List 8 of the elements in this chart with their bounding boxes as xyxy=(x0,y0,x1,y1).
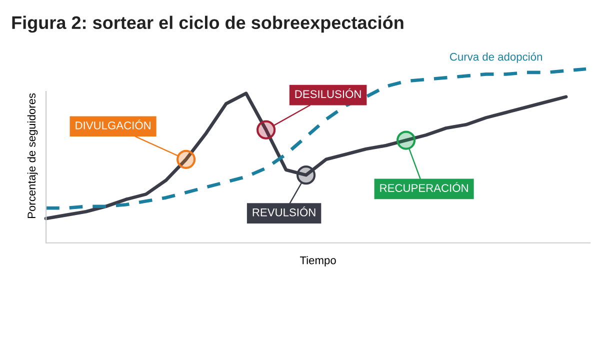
x-axis-title: Tiempo xyxy=(300,256,336,266)
annotation: REVULSIÓN xyxy=(252,206,316,216)
annotation: DIVULGACIÓN xyxy=(76,120,150,130)
annotation: DESILUSIÓN xyxy=(295,88,361,98)
series-label: Curva de adopción xyxy=(450,52,542,63)
y-axis-title: Porcentaje de seguidores xyxy=(27,93,38,218)
annotation: RECUPERACIÓN xyxy=(380,182,468,192)
chart-title: Figura 2: sortear el ciclo de sobreexpectación xyxy=(12,16,404,33)
